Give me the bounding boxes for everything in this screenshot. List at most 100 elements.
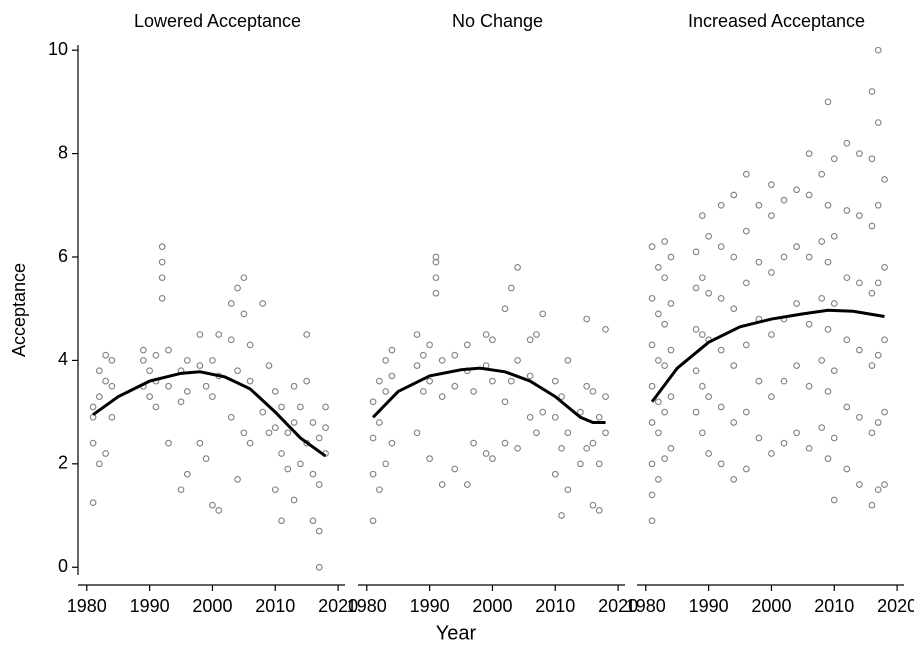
point	[165, 346, 172, 354]
point	[438, 393, 446, 400]
point	[227, 413, 235, 421]
point	[843, 139, 851, 147]
point	[246, 341, 254, 349]
point	[240, 310, 248, 318]
point	[742, 341, 750, 349]
point	[196, 362, 204, 369]
x-tick-label: 2020	[318, 596, 358, 616]
point	[824, 258, 832, 266]
point	[793, 429, 800, 437]
point	[856, 279, 863, 287]
point	[874, 419, 882, 426]
point	[667, 300, 675, 307]
point	[96, 460, 103, 468]
point	[376, 377, 383, 385]
point	[388, 346, 396, 354]
point	[577, 460, 584, 468]
point	[717, 460, 725, 468]
point	[730, 362, 738, 369]
point	[501, 439, 509, 447]
point	[755, 258, 763, 266]
point	[698, 382, 706, 390]
point	[470, 388, 477, 395]
point	[805, 382, 813, 390]
x-tick-label: 2010	[535, 596, 575, 616]
point	[583, 444, 591, 452]
point	[419, 351, 427, 359]
point	[698, 274, 706, 282]
point	[818, 357, 826, 364]
x-tick-label: 1980	[67, 596, 107, 616]
point	[315, 481, 323, 488]
point	[824, 201, 832, 209]
x-tick-label: 2000	[751, 596, 791, 616]
point	[489, 455, 496, 463]
point	[655, 263, 662, 271]
point	[139, 346, 147, 354]
x-tick-label: 2010	[814, 596, 854, 616]
point	[768, 181, 775, 188]
point	[146, 393, 153, 400]
point	[533, 331, 540, 338]
point	[96, 367, 103, 375]
point	[780, 253, 788, 261]
point	[856, 346, 863, 354]
point	[805, 320, 813, 328]
point	[177, 486, 185, 494]
point	[564, 486, 572, 494]
point	[297, 403, 304, 411]
point	[667, 253, 675, 261]
panel-title: Increased Acceptance	[688, 11, 865, 31]
x-tick-label: 2010	[255, 596, 295, 616]
point	[240, 274, 248, 282]
point	[824, 326, 832, 333]
point	[856, 481, 863, 488]
point	[805, 150, 813, 157]
trend-line	[650, 308, 885, 403]
point	[539, 310, 547, 318]
point	[315, 527, 323, 535]
point	[742, 279, 750, 287]
point	[432, 289, 440, 297]
point	[432, 253, 440, 261]
point	[265, 362, 273, 369]
point	[382, 388, 389, 395]
point	[413, 331, 421, 338]
point	[558, 512, 565, 519]
point	[501, 305, 509, 313]
point	[602, 429, 609, 437]
point	[158, 243, 166, 251]
point	[698, 331, 706, 338]
point	[780, 439, 788, 447]
point	[705, 289, 712, 297]
point	[589, 439, 597, 447]
point	[824, 388, 832, 395]
point	[705, 450, 712, 457]
x-tick-label: 2020	[877, 596, 914, 616]
point	[89, 403, 97, 411]
point	[564, 429, 572, 437]
point	[655, 475, 662, 483]
point	[595, 413, 603, 421]
point	[202, 382, 210, 390]
point	[558, 444, 565, 452]
point	[868, 429, 876, 437]
point	[146, 367, 153, 375]
point	[209, 393, 216, 400]
point	[577, 408, 584, 416]
point	[868, 88, 876, 95]
x-tick-label: 2000	[472, 596, 512, 616]
point	[830, 232, 838, 240]
point	[667, 346, 675, 354]
point	[438, 481, 446, 488]
point	[856, 212, 863, 219]
point	[507, 284, 515, 292]
point	[730, 419, 738, 426]
point	[271, 486, 279, 494]
point	[315, 563, 323, 571]
point	[376, 486, 383, 494]
point	[438, 357, 446, 364]
point	[234, 475, 241, 483]
point	[648, 382, 656, 390]
